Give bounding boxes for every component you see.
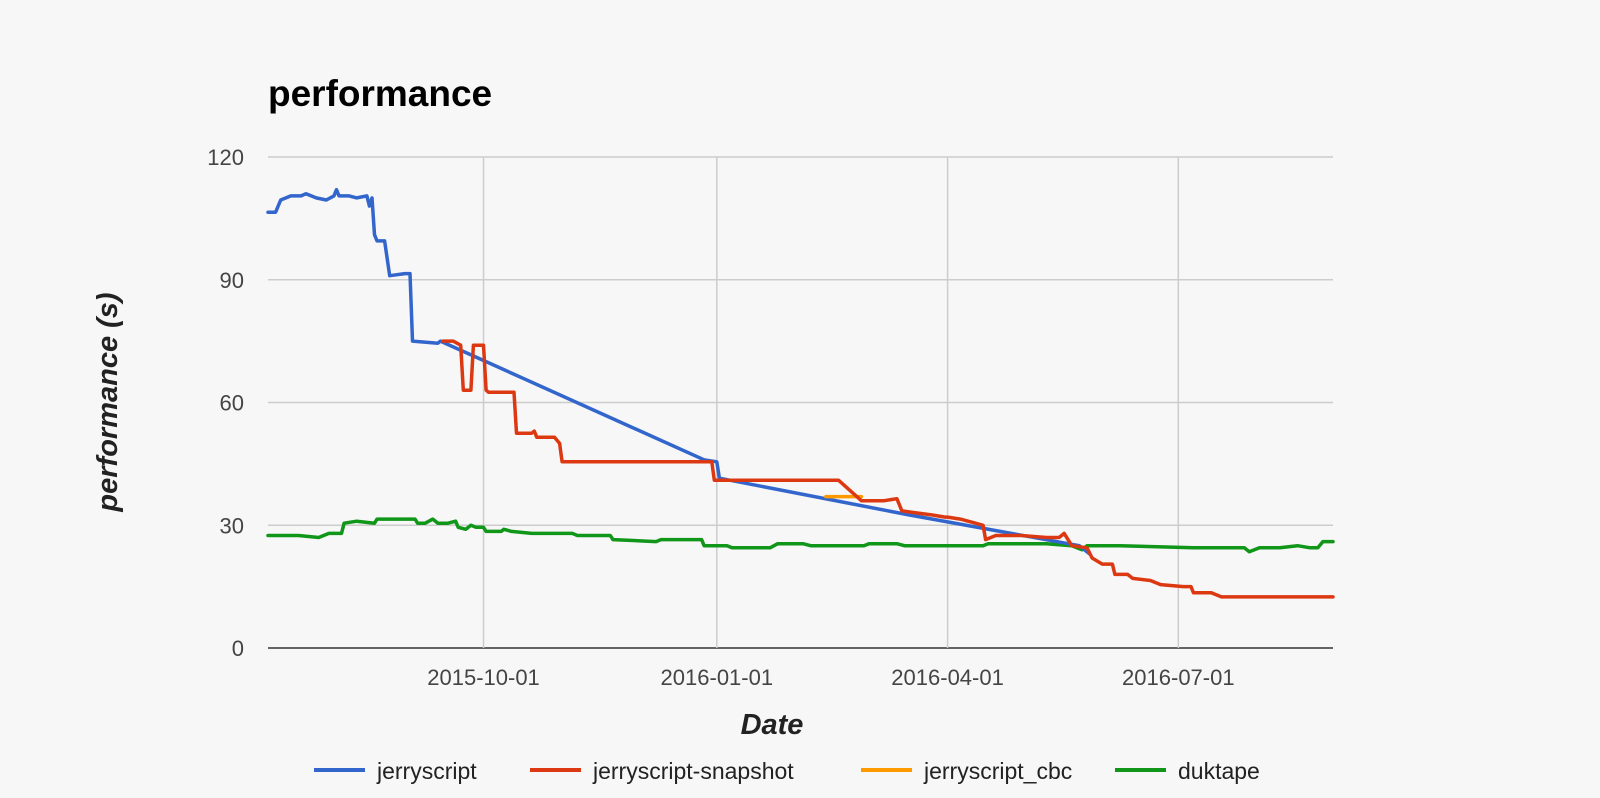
y-tick-label: 90 (220, 268, 244, 293)
series-line-jerryscript-snapshot (441, 339, 1335, 599)
legend-label-jerryscript-snapshot: jerryscript-snapshot (592, 758, 794, 784)
y-axis-title: performance (s) (92, 292, 124, 512)
x-tick-label: 2016-01-01 (661, 665, 774, 690)
y-tick-label: 30 (220, 513, 244, 538)
y-tick-label: 0 (232, 636, 244, 661)
y-tick-label: 60 (220, 391, 244, 416)
series-line-jerryscript (266, 187, 1092, 556)
x-axis-title: Date (741, 709, 804, 741)
y-axis-ticks: 0 30 60 90 120 (207, 145, 244, 661)
x-tick-label: 2015-10-01 (427, 665, 540, 690)
y-tick-label: 120 (207, 145, 244, 170)
legend-label-duktape: duktape (1178, 758, 1260, 784)
series-lines (266, 187, 1335, 599)
legend-label-jerryscript_cbc: jerryscript_cbc (923, 758, 1072, 784)
x-tick-label: 2016-07-01 (1122, 665, 1235, 690)
legend-label-jerryscript: jerryscript (376, 758, 477, 784)
x-tick-label: 2016-04-01 (891, 665, 1004, 690)
legend: jerryscript jerryscript-snapshot jerryscri… (314, 758, 1260, 784)
series-line-duktape (266, 517, 1335, 554)
chart-title: performance (268, 73, 492, 114)
x-axis-ticks: 2015-10-01 2016-01-01 2016-04-01 2016-07-01 (427, 665, 1234, 690)
gridlines (268, 156, 1333, 649)
